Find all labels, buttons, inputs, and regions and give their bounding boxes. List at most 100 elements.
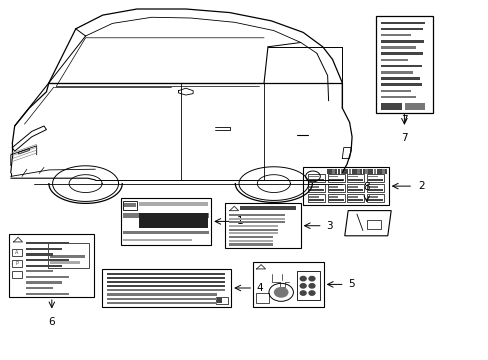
Bar: [123, 201, 137, 210]
Bar: [252, 262, 323, 307]
Bar: [362, 169, 365, 174]
Bar: [381, 59, 407, 61]
Bar: [123, 231, 208, 234]
Bar: [106, 281, 225, 283]
Bar: [228, 232, 277, 234]
Bar: [26, 259, 69, 261]
Bar: [381, 71, 412, 73]
Bar: [123, 213, 208, 218]
Bar: [121, 198, 211, 245]
Bar: [381, 34, 410, 36]
Bar: [303, 167, 388, 205]
Bar: [340, 169, 342, 174]
Bar: [347, 176, 357, 177]
Bar: [381, 46, 415, 49]
Bar: [239, 206, 295, 210]
Bar: [327, 184, 344, 192]
Bar: [307, 174, 325, 182]
Bar: [228, 214, 285, 216]
Text: 6: 6: [48, 317, 55, 327]
Bar: [328, 199, 343, 201]
Bar: [228, 236, 272, 238]
Bar: [331, 169, 334, 174]
Bar: [366, 220, 381, 229]
Bar: [367, 176, 377, 177]
Bar: [308, 199, 324, 201]
Bar: [337, 169, 340, 174]
Circle shape: [308, 284, 314, 288]
Bar: [367, 169, 370, 174]
Bar: [326, 169, 328, 174]
Bar: [12, 271, 22, 278]
Bar: [346, 174, 364, 182]
Bar: [347, 199, 363, 201]
Bar: [308, 196, 318, 198]
Bar: [50, 261, 80, 264]
Circle shape: [273, 287, 288, 298]
Bar: [367, 199, 382, 201]
Bar: [328, 189, 343, 191]
Bar: [356, 169, 359, 174]
Bar: [381, 77, 419, 80]
Bar: [26, 253, 53, 256]
Circle shape: [308, 276, 314, 281]
Bar: [307, 184, 325, 192]
Bar: [308, 186, 318, 188]
Bar: [26, 270, 53, 273]
Bar: [329, 169, 331, 174]
Bar: [347, 179, 363, 181]
Bar: [26, 248, 61, 250]
Bar: [139, 213, 207, 228]
Bar: [26, 265, 61, 267]
Bar: [106, 277, 225, 279]
Text: 3: 3: [325, 221, 332, 231]
Bar: [381, 90, 410, 92]
Bar: [381, 28, 422, 30]
Bar: [328, 196, 338, 198]
Bar: [308, 176, 318, 177]
Bar: [347, 189, 363, 191]
Bar: [346, 184, 364, 192]
Circle shape: [300, 291, 305, 295]
Bar: [351, 169, 353, 174]
Bar: [404, 103, 425, 110]
Bar: [124, 203, 136, 207]
Bar: [327, 194, 344, 202]
Bar: [26, 282, 61, 284]
Bar: [50, 255, 84, 258]
Bar: [106, 297, 216, 300]
Bar: [228, 240, 272, 242]
Bar: [102, 269, 231, 307]
Bar: [376, 169, 378, 174]
Bar: [367, 179, 382, 181]
Circle shape: [308, 291, 314, 295]
Bar: [328, 186, 338, 188]
Bar: [228, 243, 272, 246]
Bar: [215, 297, 227, 304]
Bar: [106, 289, 225, 291]
Bar: [224, 203, 300, 248]
Bar: [328, 176, 338, 177]
Bar: [379, 169, 381, 174]
Bar: [373, 169, 375, 174]
Text: A: A: [16, 250, 19, 255]
Bar: [106, 302, 216, 304]
Bar: [12, 260, 22, 267]
Bar: [228, 221, 285, 223]
Bar: [123, 239, 191, 241]
Bar: [366, 184, 383, 192]
Bar: [328, 179, 343, 181]
Bar: [381, 40, 424, 42]
Bar: [381, 84, 421, 86]
Bar: [347, 186, 357, 188]
Bar: [370, 169, 373, 174]
Bar: [359, 169, 362, 174]
Text: 4: 4: [256, 283, 263, 293]
Bar: [365, 169, 367, 174]
Bar: [343, 169, 345, 174]
Bar: [296, 271, 320, 300]
Bar: [367, 186, 377, 188]
Text: 7: 7: [400, 115, 407, 125]
Bar: [9, 234, 94, 297]
Text: 1: 1: [237, 216, 244, 226]
